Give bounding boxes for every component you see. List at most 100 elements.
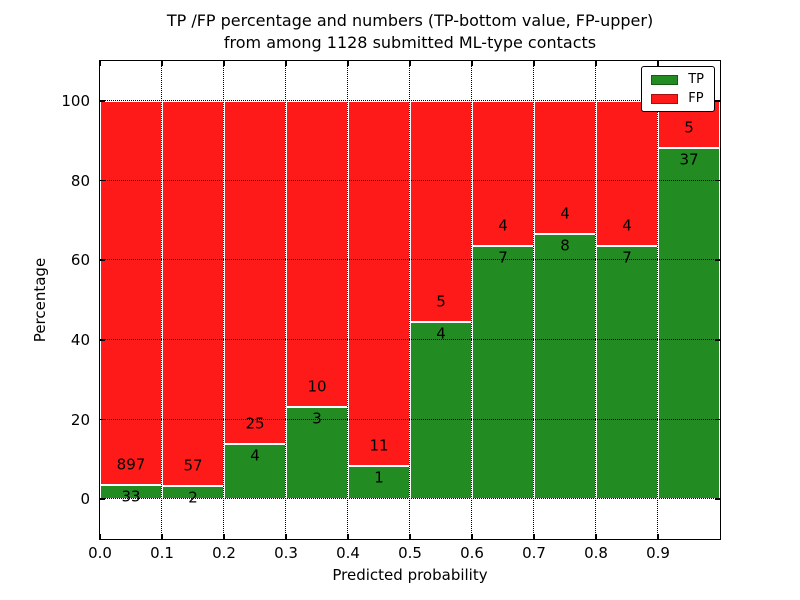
gridline-y — [100, 100, 720, 102]
x-tick-label: 0.5 — [398, 544, 422, 562]
bar-tp-segment — [410, 322, 472, 500]
plot-area: TP FP 33 897 2 57 4 25 3 10 1 11 4 5 7 4 8 4 7 4 37 5 — [99, 60, 721, 540]
bar-fp-segment — [596, 100, 658, 246]
bar-fp-segment — [534, 100, 596, 234]
x-tick-label: 0.8 — [584, 544, 608, 562]
bar-fp-segment — [162, 100, 224, 486]
tp-count-label: 2 — [188, 488, 198, 507]
gridline-y — [100, 498, 720, 500]
bar-tp-segment — [472, 245, 534, 500]
bar-fp-segment — [224, 100, 286, 445]
y-tick — [715, 179, 720, 182]
y-tick-label: 80 — [70, 171, 90, 190]
x-tick — [285, 534, 287, 539]
x-axis-label: Predicted probability — [332, 566, 488, 584]
legend-label: FP — [688, 91, 704, 106]
fp-count-label: 11 — [369, 436, 389, 455]
y-tick — [100, 418, 105, 421]
x-tick — [223, 61, 225, 66]
gridline-x — [657, 61, 659, 539]
gridline-x — [471, 61, 473, 539]
x-tick — [533, 61, 535, 66]
tp-count-label: 4 — [436, 324, 446, 343]
y-tick — [100, 498, 105, 500]
y-tick — [715, 100, 720, 102]
y-tick-label: 60 — [70, 251, 90, 270]
x-tick — [161, 534, 163, 539]
bar-fp-segment — [410, 100, 472, 323]
y-tick-label: 40 — [70, 330, 90, 349]
tp-count-label: 7 — [498, 248, 508, 267]
fp-count-label: 5 — [436, 292, 446, 311]
gridline-x — [223, 61, 225, 539]
x-tick — [223, 534, 225, 539]
x-tick-label: 0.2 — [212, 544, 236, 562]
gridline-x — [595, 61, 597, 539]
bar-fp-segment — [472, 100, 534, 246]
gridline-y — [100, 259, 720, 261]
x-tick — [99, 61, 101, 66]
x-tick — [99, 534, 101, 539]
tp-count-label: 3 — [312, 409, 322, 428]
chart-title: TP /FP percentage and numbers (TP-bottom… — [167, 10, 653, 54]
gridline-x — [533, 61, 535, 539]
x-tick — [657, 534, 659, 539]
bar-tp-segment — [596, 245, 658, 500]
legend: TP FP — [641, 66, 715, 112]
legend-swatch-tp — [651, 74, 679, 85]
fp-count-label: 4 — [560, 204, 570, 223]
tp-count-label: 8 — [560, 236, 570, 255]
bar-tp-segment — [658, 148, 720, 500]
y-tick — [715, 339, 720, 341]
y-tick — [100, 179, 105, 182]
fp-count-label: 5 — [684, 118, 694, 137]
x-tick — [161, 61, 163, 66]
x-tick — [347, 534, 349, 539]
x-tick-label: 0.4 — [336, 544, 360, 562]
fp-count-label: 4 — [498, 216, 508, 235]
x-tick — [533, 534, 535, 539]
gridline-x — [285, 61, 287, 539]
y-tick-label: 0 — [80, 490, 90, 509]
y-tick-label: 100 — [61, 91, 90, 110]
x-tick — [409, 61, 411, 66]
x-tick — [595, 534, 597, 539]
legend-item-tp: TP — [651, 73, 704, 86]
tp-count-label: 1 — [374, 468, 384, 487]
legend-item-fp: FP — [651, 92, 704, 105]
x-tick-label: 0.1 — [150, 544, 174, 562]
fp-count-label: 25 — [245, 414, 265, 433]
bar-tp-segment — [534, 233, 596, 500]
gridline-y — [100, 418, 720, 420]
tp-count-label: 37 — [679, 150, 699, 169]
x-tick-label: 0.7 — [522, 544, 546, 562]
x-tick — [409, 534, 411, 539]
gridline-x — [347, 61, 349, 539]
y-tick — [100, 339, 105, 341]
fp-count-label: 897 — [116, 455, 146, 474]
tp-count-label: 33 — [121, 487, 141, 506]
fp-count-label: 4 — [622, 216, 632, 235]
x-tick — [471, 534, 473, 539]
bar-fp-segment — [348, 100, 410, 466]
gridline-x — [409, 61, 411, 539]
gridline-x — [161, 61, 163, 539]
legend-swatch-fp — [651, 93, 679, 104]
chart-title-line2: from among 1128 submitted ML-type contac… — [223, 33, 597, 52]
x-tick-label: 0.0 — [88, 544, 112, 562]
bar-fp-segment — [286, 100, 348, 408]
chart-title-line1: TP /FP percentage and numbers (TP-bottom… — [166, 11, 654, 30]
fp-count-label: 57 — [183, 456, 203, 475]
x-tick — [285, 61, 287, 66]
tp-count-label: 4 — [250, 446, 260, 465]
x-tick-label: 0.3 — [274, 544, 298, 562]
fp-count-label: 10 — [307, 377, 327, 396]
x-tick — [657, 61, 659, 66]
gridline-y — [100, 179, 720, 181]
x-tick-label: 0.9 — [646, 544, 670, 562]
x-tick-label: 0.6 — [460, 544, 484, 562]
legend-label: TP — [688, 72, 704, 87]
tp-count-label: 7 — [622, 248, 632, 267]
y-tick — [715, 498, 720, 500]
